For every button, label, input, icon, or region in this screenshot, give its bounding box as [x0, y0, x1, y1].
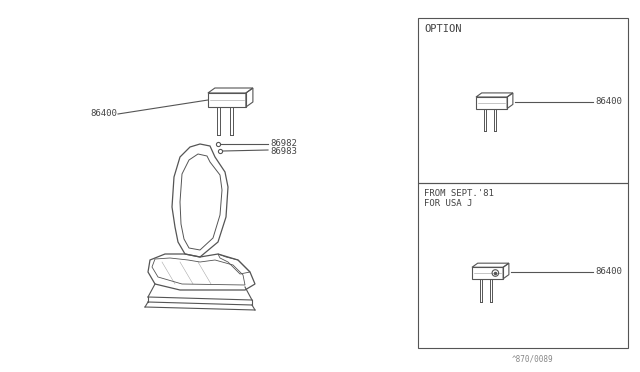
Text: 86400: 86400	[595, 97, 622, 106]
Bar	[418, 183, 628, 348]
Text: 86983: 86983	[270, 147, 297, 155]
Text: 86400: 86400	[595, 267, 622, 276]
Text: 86982: 86982	[270, 140, 297, 148]
Text: ^870/0089: ^870/0089	[512, 355, 554, 364]
Text: OPTION: OPTION	[424, 24, 461, 34]
Text: FROM SEPT.'81: FROM SEPT.'81	[424, 189, 494, 198]
Text: 86400: 86400	[90, 109, 117, 119]
Text: FOR USA J: FOR USA J	[424, 199, 472, 208]
Bar	[418, 18, 628, 183]
